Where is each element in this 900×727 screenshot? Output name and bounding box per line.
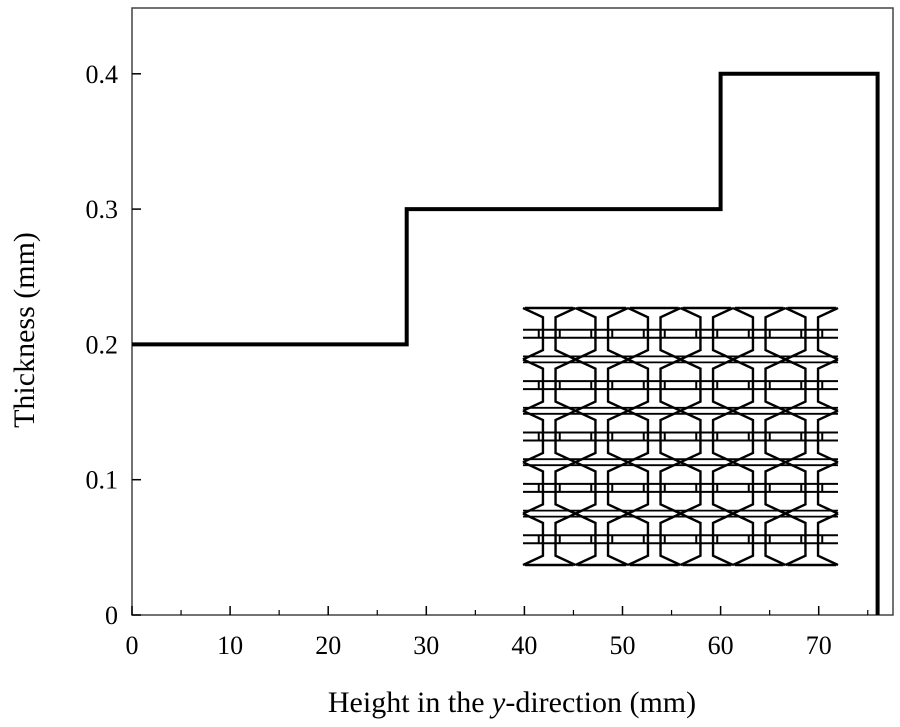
lattice-cell-wall xyxy=(764,461,787,515)
lattice-cell-wall xyxy=(606,409,629,464)
lattice-cell-wall xyxy=(679,409,702,464)
y-tick-label: 0.4 xyxy=(86,60,119,89)
lattice-cell-wall xyxy=(574,409,597,464)
auxetic-lattice-icon xyxy=(522,306,839,567)
x-axis-title: Height in the y-direction (mm) xyxy=(328,686,696,719)
lattice-cell-wall xyxy=(659,306,682,361)
lattice-cell-wall xyxy=(732,358,755,412)
lattice-cell-wall xyxy=(816,512,839,567)
x-tick-label: 60 xyxy=(708,631,734,660)
y-axis-ticks: 0 0.1 0.2 0.3 0.4 xyxy=(86,60,141,630)
x-tick-label: 50 xyxy=(610,631,636,660)
x-tick-label: 70 xyxy=(806,631,832,660)
lattice-cell-wall xyxy=(732,409,755,464)
lattice-cell-wall xyxy=(784,461,807,515)
lattice-cell-wall xyxy=(784,358,807,412)
lattice-cell-wall xyxy=(732,306,755,361)
y-tick-label: 0.3 xyxy=(86,195,119,224)
y-tick-label: 0.2 xyxy=(86,330,119,359)
lattice-cell-wall xyxy=(627,358,650,412)
lattice-cell-wall xyxy=(606,512,629,567)
lattice-cell-wall xyxy=(659,461,682,515)
lattice-cell-wall xyxy=(816,306,839,361)
x-tick-label: 0 xyxy=(126,631,139,660)
lattice-cell-wall xyxy=(522,461,545,515)
y-tick-label: 0.1 xyxy=(86,466,119,495)
x-tick-label: 40 xyxy=(511,631,537,660)
lattice-cell-wall xyxy=(784,306,807,361)
lattice-cell-wall xyxy=(606,358,629,412)
lattice-cell-wall xyxy=(627,512,650,567)
x-axis-title-part2: -direction (mm) xyxy=(505,686,696,719)
lattice-cell-wall xyxy=(764,358,787,412)
lattice-cell-wall xyxy=(606,461,629,515)
lattice-cell-wall xyxy=(522,358,545,412)
lattice-cell-wall xyxy=(711,461,734,515)
lattice-cell-wall xyxy=(764,512,787,567)
lattice-cell-wall xyxy=(732,461,755,515)
lattice-cell-wall xyxy=(574,461,597,515)
y-tick-label: 0 xyxy=(105,601,118,630)
lattice-cell-wall xyxy=(711,512,734,567)
lattice-cell-wall xyxy=(784,409,807,464)
lattice-cell-wall xyxy=(816,358,839,412)
x-axis-title-part1: Height in the xyxy=(328,686,492,719)
lattice-cell-wall xyxy=(659,358,682,412)
lattice-cell-wall xyxy=(574,306,597,361)
x-axis-title-italic: y xyxy=(489,686,506,719)
lattice-cell-wall xyxy=(627,409,650,464)
lattice-cell-wall xyxy=(659,409,682,464)
lattice-cell-wall xyxy=(554,306,577,361)
lattice-cell-wall xyxy=(732,512,755,567)
lattice-cell-wall xyxy=(522,409,545,464)
lattice-cell-wall xyxy=(554,461,577,515)
lattice-cell-wall xyxy=(554,409,577,464)
lattice-cell-wall xyxy=(816,409,839,464)
lattice-cell-wall xyxy=(816,461,839,515)
x-tick-label: 10 xyxy=(217,631,243,660)
plot-frame xyxy=(131,7,894,616)
lattice-cell-wall xyxy=(659,512,682,567)
lattice-cell-wall xyxy=(627,461,650,515)
x-tick-label: 30 xyxy=(413,631,439,660)
lattice-cell-wall xyxy=(522,512,545,567)
x-axis-ticks: 0 10 20 30 40 50 60 70 xyxy=(126,606,869,660)
lattice-cell-wall xyxy=(679,358,702,412)
lattice-cell-wall xyxy=(606,306,629,361)
lattice-cell-wall xyxy=(764,409,787,464)
x-tick-label: 20 xyxy=(315,631,341,660)
lattice-cell-wall xyxy=(711,409,734,464)
lattice-cell-wall xyxy=(784,512,807,567)
lattice-cell-wall xyxy=(679,306,702,361)
lattice-cell-wall xyxy=(574,512,597,567)
y-axis-title: Thickness (mm) xyxy=(8,232,41,428)
lattice-cell-wall xyxy=(522,306,545,361)
thickness-step-line xyxy=(132,71,880,615)
lattice-cell-wall xyxy=(554,512,577,567)
lattice-cell-wall xyxy=(679,512,702,567)
lattice-cell-wall xyxy=(554,358,577,412)
series-layer xyxy=(132,71,880,615)
lattice-cell-wall xyxy=(574,358,597,412)
lattice-cell-wall xyxy=(711,358,734,412)
lattice-cell-wall xyxy=(711,306,734,361)
lattice-cell-wall xyxy=(679,461,702,515)
lattice-cell-wall xyxy=(627,306,650,361)
lattice-cell-wall xyxy=(764,306,787,361)
